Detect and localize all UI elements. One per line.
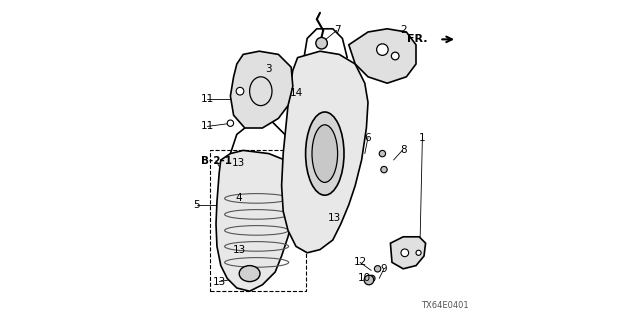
- Text: 6: 6: [365, 132, 371, 143]
- Circle shape: [392, 52, 399, 60]
- Text: TX64E0401: TX64E0401: [421, 301, 468, 310]
- Circle shape: [364, 275, 374, 285]
- Text: 13: 13: [212, 276, 226, 287]
- Text: 10: 10: [358, 273, 371, 284]
- Circle shape: [381, 166, 387, 173]
- Text: 5: 5: [193, 200, 200, 210]
- Text: 12: 12: [353, 257, 367, 268]
- Circle shape: [379, 150, 385, 157]
- Polygon shape: [216, 150, 298, 291]
- Circle shape: [374, 266, 381, 272]
- Polygon shape: [349, 29, 416, 83]
- Text: 13: 13: [233, 244, 246, 255]
- Text: 7: 7: [334, 25, 341, 36]
- Text: 2: 2: [400, 25, 406, 36]
- Text: 11: 11: [201, 121, 214, 132]
- Text: 13: 13: [232, 158, 245, 168]
- Ellipse shape: [312, 125, 338, 182]
- Circle shape: [376, 44, 388, 55]
- Text: 1: 1: [419, 132, 426, 143]
- Circle shape: [416, 250, 421, 255]
- Bar: [210, 150, 306, 291]
- Text: 9: 9: [381, 264, 387, 274]
- Text: FR.: FR.: [407, 34, 428, 44]
- Circle shape: [316, 37, 328, 49]
- Text: 8: 8: [400, 145, 406, 156]
- Ellipse shape: [306, 112, 344, 195]
- Polygon shape: [390, 237, 426, 269]
- Circle shape: [401, 249, 409, 257]
- Text: 4: 4: [235, 193, 242, 204]
- Circle shape: [227, 120, 234, 126]
- Text: 3: 3: [266, 64, 272, 74]
- Text: 11: 11: [201, 94, 214, 104]
- Polygon shape: [282, 51, 368, 253]
- Text: B-2-1: B-2-1: [200, 156, 232, 166]
- Ellipse shape: [239, 266, 260, 282]
- Text: 14: 14: [289, 88, 303, 98]
- Text: 13: 13: [328, 212, 341, 223]
- Circle shape: [369, 275, 375, 282]
- Polygon shape: [230, 51, 292, 128]
- Circle shape: [236, 87, 244, 95]
